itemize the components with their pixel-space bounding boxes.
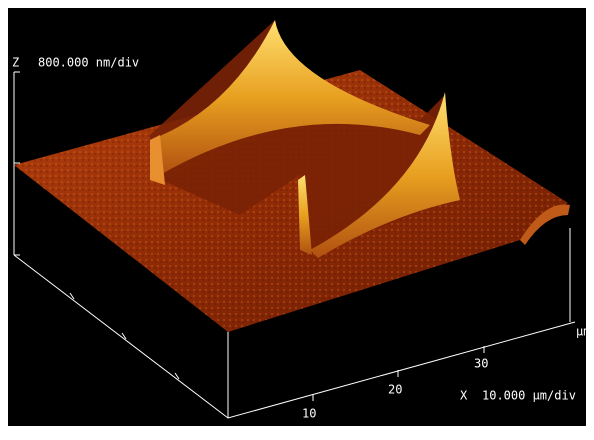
x-label: X — [460, 389, 468, 403]
z-label: Z — [12, 56, 19, 70]
x-tick-label: 30 — [474, 357, 488, 371]
afm-view: Z 800.000 nm/div µm 10 20 30 X 10.000 µm… — [0, 0, 594, 436]
page: Z 800.000 nm/div µm 10 20 30 X 10.000 µm… — [0, 0, 594, 440]
x-unit: µm — [576, 325, 590, 339]
x-tick-label: 20 — [388, 383, 402, 397]
x-scale: 10.000 µm/div — [482, 389, 576, 403]
x-tick-label: 10 — [302, 407, 316, 421]
z-scale: 800.000 nm/div — [38, 56, 139, 70]
